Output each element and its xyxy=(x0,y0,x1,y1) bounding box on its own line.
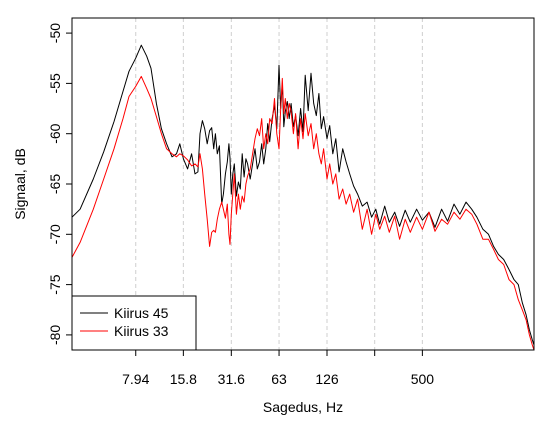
series-line-2 xyxy=(72,75,534,350)
legend-label: Kiirus 33 xyxy=(114,323,169,339)
y-tick-label: -80 xyxy=(47,325,63,345)
x-tick-label: 500 xyxy=(411,371,435,387)
x-gridlines xyxy=(135,18,423,350)
y-tick-label: -65 xyxy=(47,174,63,194)
x-tick-label: 126 xyxy=(315,371,339,387)
legend-box xyxy=(71,295,197,351)
x-axis: 7.94 15.8 31.6 63 126 500 xyxy=(122,350,434,387)
y-tick-label: -75 xyxy=(47,274,63,294)
x-tick-label: 15.8 xyxy=(170,371,197,387)
legend: Kiirus 45 Kiirus 33 xyxy=(71,295,197,351)
series-lines xyxy=(72,44,534,350)
legend-label: Kiirus 45 xyxy=(114,305,169,321)
y-tick-label: -70 xyxy=(47,224,63,244)
x-tick-label: 7.94 xyxy=(122,371,149,387)
y-axis: -50 -55 -60 -65 -70 -75 -80 xyxy=(47,23,72,345)
y-tick-label: -60 xyxy=(47,123,63,143)
x-axis-title: Sagedus, Hz xyxy=(263,399,343,415)
y-tick-label: -55 xyxy=(47,73,63,93)
y-tick-label: -50 xyxy=(47,23,63,43)
x-tick-label: 31.6 xyxy=(218,371,245,387)
y-axis-title: Signaal, dB xyxy=(12,148,28,220)
x-tick-label: 63 xyxy=(271,371,287,387)
